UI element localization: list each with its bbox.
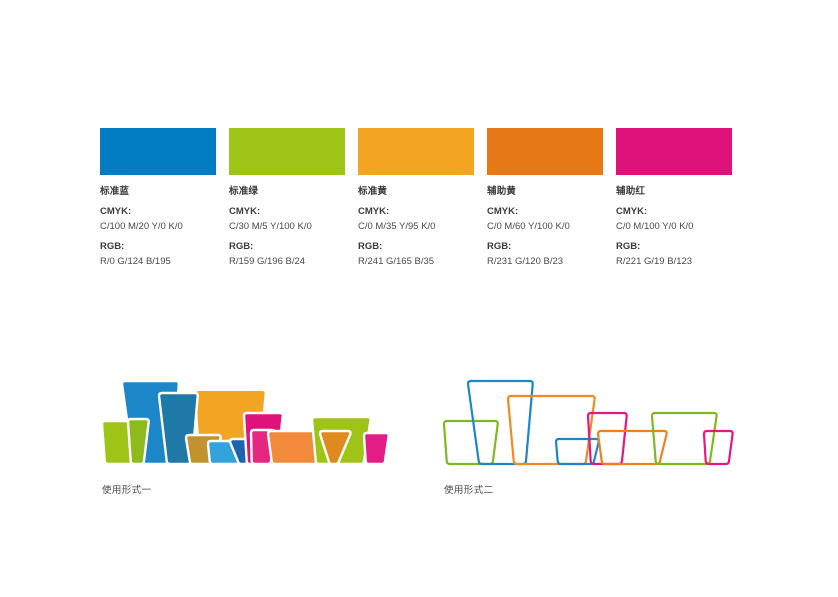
swatch-cell: 辅助红 CMYK: C/0 M/100 Y/0 K/0 RGB: R/221 G…	[616, 128, 744, 268]
rgb-label: RGB:	[487, 241, 512, 252]
rgb-label: RGB:	[358, 241, 383, 252]
color-chip	[487, 128, 603, 175]
outline-magenta-small	[702, 429, 734, 466]
shape-orange-wedge	[318, 429, 352, 466]
color-chip	[229, 128, 345, 175]
swatch-cell: 标准黄 CMYK: C/0 M/35 Y/95 K/0 RGB: R/241 G…	[358, 128, 486, 268]
outline-green-right	[650, 411, 718, 466]
swatch-cell: 标准绿 CMYK: C/30 M/5 Y/100 K/0 RGB: R/159 …	[229, 128, 357, 268]
color-chip	[100, 128, 216, 175]
rgb-value: R/0 G/124 B/195	[100, 256, 171, 267]
swatch-cell: 标准蓝 CMYK: C/100 M/20 Y/0 K/0 RGB: R/0 G/…	[100, 128, 228, 268]
logo-outline-artwork	[442, 379, 734, 466]
outline-orange-lower	[596, 429, 668, 466]
outline-orange-wide	[506, 394, 596, 466]
rgb-label: RGB:	[229, 241, 254, 252]
swatch-name: 标准黄	[358, 186, 388, 197]
swatch-cell: 辅助黄 CMYK: C/0 M/60 Y/100 K/0 RGB: R/231 …	[487, 128, 615, 268]
cmyk-value: C/0 M/100 Y/0 K/0	[616, 221, 694, 232]
outline-blue-tall	[466, 379, 534, 466]
rgb-label: RGB:	[100, 241, 125, 252]
swatch-name: 辅助黄	[487, 186, 517, 197]
outline-green-left	[442, 419, 499, 466]
swatch-name: 标准蓝	[100, 186, 130, 197]
outline-blue-small	[554, 437, 600, 466]
swatch-name: 标准绿	[229, 186, 259, 197]
cmyk-value: C/100 M/20 Y/0 K/0	[100, 221, 183, 232]
cmyk-label: CMYK:	[616, 206, 648, 217]
rgb-value: R/231 G/120 B/23	[487, 256, 564, 267]
cmyk-value: C/0 M/60 Y/100 K/0	[487, 221, 570, 232]
cmyk-label: CMYK:	[229, 206, 261, 217]
rgb-value: R/159 G/196 B/24	[229, 256, 306, 267]
color-chip	[616, 128, 732, 175]
outline-magenta-tall	[586, 411, 628, 466]
shape-green-sliver	[126, 417, 150, 466]
logo-caption: 使用形式二	[444, 485, 494, 496]
cmyk-label: CMYK:	[358, 206, 390, 217]
logo-caption: 使用形式一	[102, 485, 152, 496]
cmyk-value: C/30 M/5 Y/100 K/0	[229, 221, 312, 232]
color-palette-row: 标准蓝 CMYK: C/100 M/20 Y/0 K/0 RGB: R/0 G/…	[100, 128, 758, 268]
rgb-value: R/221 G/19 B/123	[616, 256, 693, 267]
logo-usage-variant-solid: 使用形式一	[96, 376, 396, 496]
rgb-value: R/241 G/165 B/35	[358, 256, 435, 267]
rgb-label: RGB:	[616, 241, 641, 252]
shape-magenta-small	[362, 431, 390, 466]
cmyk-value: C/0 M/35 Y/95 K/0	[358, 221, 436, 232]
color-chip	[358, 128, 474, 175]
logo-solid-artwork	[100, 379, 390, 466]
swatch-name: 辅助红	[616, 186, 646, 197]
cmyk-label: CMYK:	[100, 206, 132, 217]
logo-usage-variant-outline: 使用形式二	[438, 376, 738, 496]
cmyk-label: CMYK:	[487, 206, 519, 217]
